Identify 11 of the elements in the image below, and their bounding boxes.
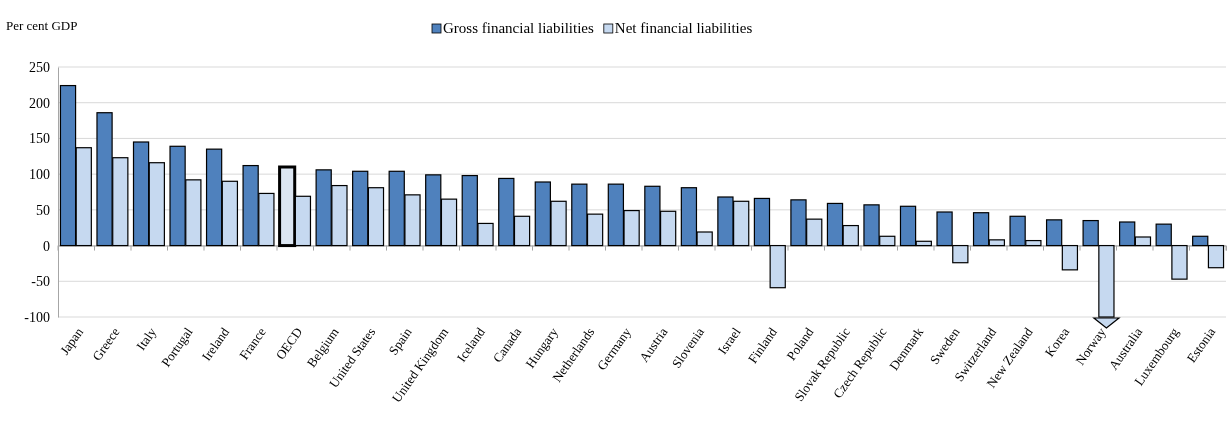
y-tick-label: 100	[29, 167, 50, 183]
legend-label: Net financial liabilities	[614, 20, 753, 36]
y-axis-title: Per cent GDP	[6, 18, 78, 33]
y-tick-label: 250	[29, 59, 50, 75]
legend-label: Gross financial liabilities	[443, 20, 594, 36]
y-tick-label: -50	[31, 274, 50, 290]
y-tick-label: 50	[36, 202, 50, 218]
y-tick-label: 0	[43, 238, 50, 254]
y-tick-label: -100	[24, 309, 50, 325]
y-tick-label: 150	[29, 131, 50, 147]
y-tick-label: 200	[29, 95, 50, 111]
